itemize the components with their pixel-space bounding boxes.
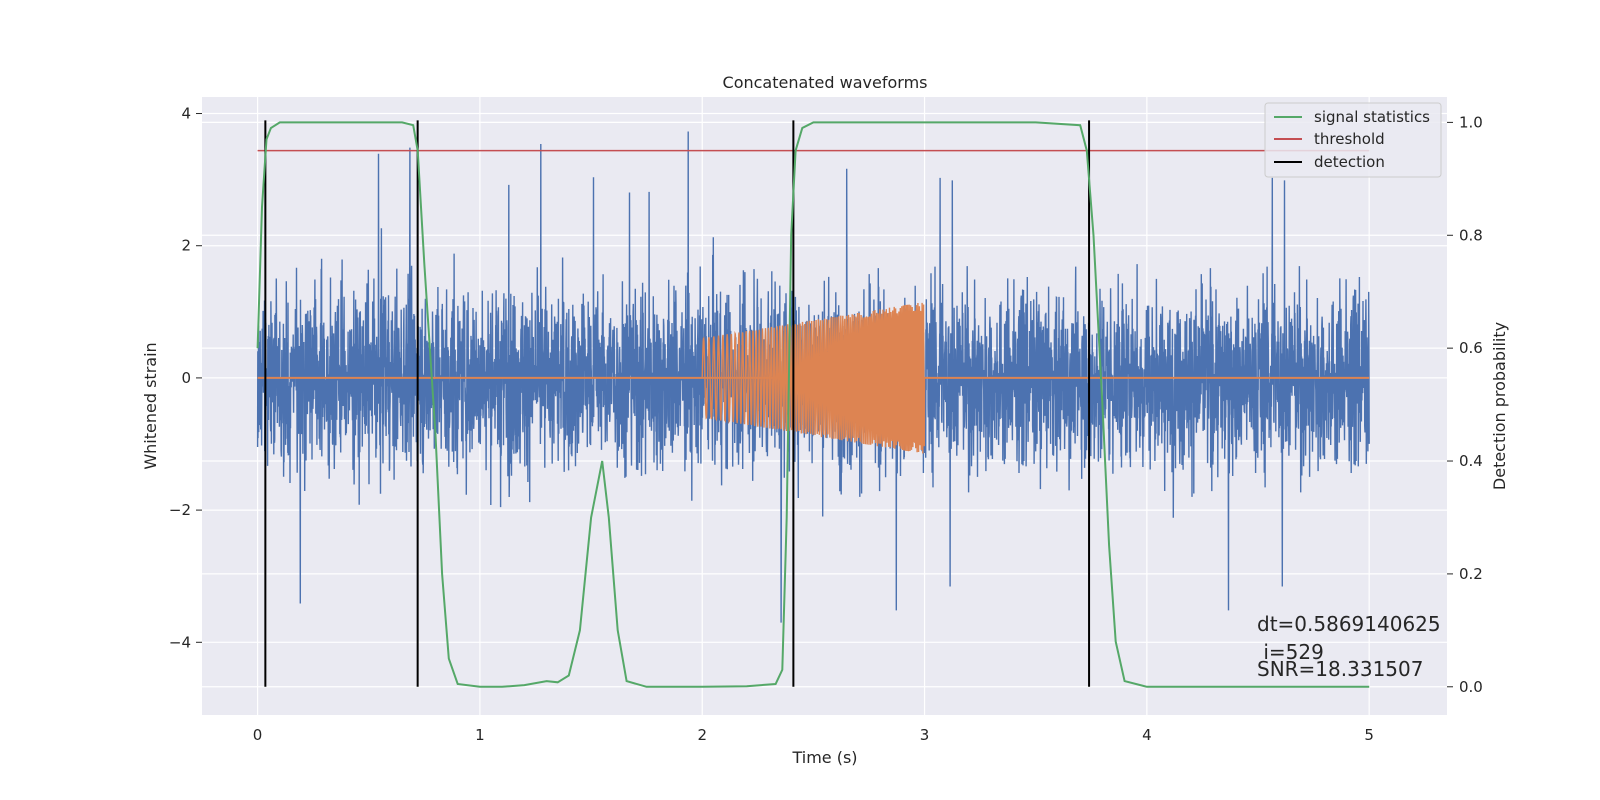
annotation-i: i=529 bbox=[1257, 640, 1324, 664]
y2-tick-label-2: 0.4 bbox=[1459, 452, 1483, 470]
x-tick-label-3: 3 bbox=[920, 726, 930, 744]
y2-tick-label-5: 1.0 bbox=[1459, 113, 1483, 131]
legend: signal statistics threshold detection bbox=[1264, 102, 1442, 178]
y2-axis-label: Detection probability bbox=[1490, 322, 1509, 490]
y-tick-label-3: 2 bbox=[181, 237, 191, 255]
annotation-dt: dt=0.5869140625 bbox=[1257, 612, 1441, 636]
y-tick-label-2: 0 bbox=[181, 369, 191, 387]
y2-tick-label-3: 0.6 bbox=[1459, 339, 1483, 357]
y-axis-ticks: −4 −2 0 2 4 bbox=[169, 105, 202, 651]
y2-tick-label-0: 0.0 bbox=[1459, 678, 1483, 696]
y-axis-label: Whitened strain bbox=[141, 342, 160, 469]
x-tick-label-0: 0 bbox=[253, 726, 263, 744]
legend-box bbox=[1264, 102, 1442, 178]
series-injected-waveform bbox=[701, 302, 926, 454]
chart-title: Concatenated waveforms bbox=[723, 73, 928, 92]
x-tick-label-2: 2 bbox=[697, 726, 707, 744]
legend-label-detection: detection bbox=[1314, 153, 1385, 171]
y2-tick-label-1: 0.2 bbox=[1459, 565, 1483, 583]
y2-tick-label-4: 0.8 bbox=[1459, 226, 1483, 244]
x-tick-label-4: 4 bbox=[1142, 726, 1152, 744]
y-tick-label-0: −4 bbox=[169, 633, 191, 651]
y2-axis-ticks: 0.0 0.2 0.4 0.6 0.8 1.0 bbox=[1447, 113, 1483, 696]
x-axis-ticks: 0 1 2 3 4 5 bbox=[253, 726, 1374, 744]
series-layer bbox=[256, 120, 1370, 688]
legend-label-threshold: threshold bbox=[1314, 130, 1385, 148]
y-tick-label-4: 4 bbox=[181, 105, 191, 123]
annotations: dt=0.5869140625 i=529 SNR=18.331507 bbox=[1257, 612, 1441, 681]
x-tick-label-5: 5 bbox=[1364, 726, 1374, 744]
y-tick-label-1: −2 bbox=[169, 501, 191, 519]
x-axis-label: Time (s) bbox=[791, 748, 857, 767]
x-tick-label-1: 1 bbox=[475, 726, 485, 744]
series-signal-statistics bbox=[256, 121, 1370, 688]
annotation-snr: SNR=18.331507 bbox=[1257, 657, 1423, 681]
legend-label-signal-statistics: signal statistics bbox=[1314, 108, 1430, 126]
